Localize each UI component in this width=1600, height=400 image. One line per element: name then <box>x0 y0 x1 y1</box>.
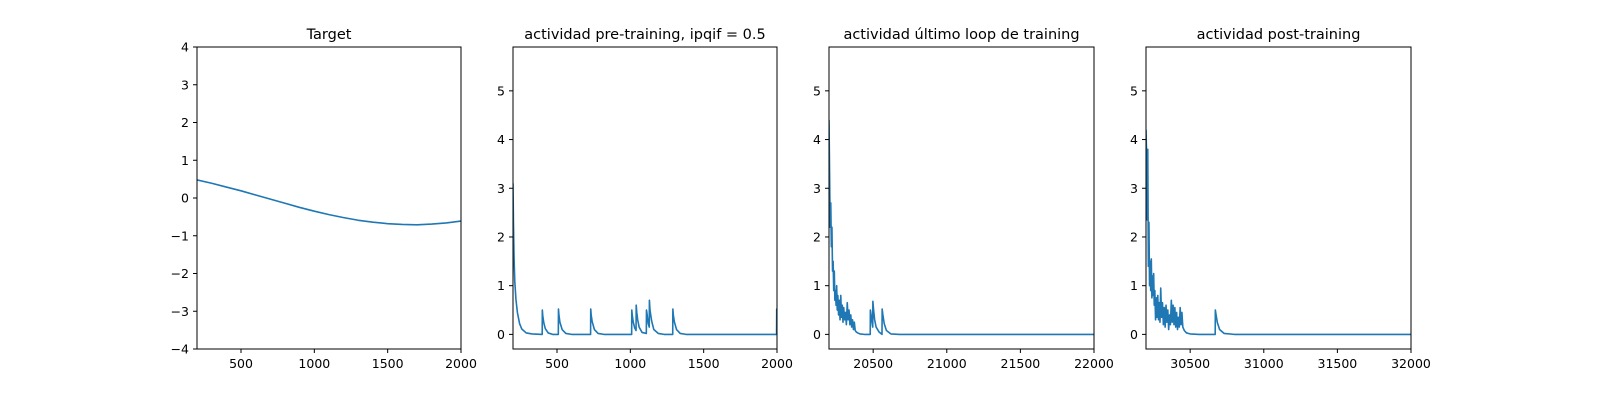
x-tick-label: 20500 <box>853 356 893 371</box>
subplot-target: 500 1000 1500 2000 −4 −3 −2 −1 0 1 2 3 4 Target <box>171 27 477 371</box>
y-tick-label: −2 <box>171 266 189 281</box>
y-tick-label: −4 <box>171 342 189 357</box>
y-tick-label: 3 <box>1130 181 1138 196</box>
y-tick-label: 5 <box>1130 83 1138 98</box>
y-tick-label: 0 <box>813 327 821 342</box>
y-tick-label: 5 <box>813 83 821 98</box>
y-tick-label: 1 <box>813 278 821 293</box>
x-tick-label: 31500 <box>1318 356 1358 371</box>
x-tick-label: 500 <box>229 356 253 371</box>
subplot-title: actividad último loop de training <box>843 27 1079 43</box>
y-tick-label: 0 <box>181 191 189 206</box>
y-tick-label: 4 <box>813 132 821 147</box>
y-tick-label: 1 <box>497 278 505 293</box>
y-tick-label: 3 <box>813 181 821 196</box>
x-tick-label: 22000 <box>1074 356 1114 371</box>
y-tick-label: −1 <box>171 228 189 243</box>
x-tick-label: 1000 <box>614 356 646 371</box>
subplot-post-training: 30500 31000 31500 32000 0 1 2 3 4 5 actividad post… <box>1130 27 1431 371</box>
y-tick-label: −3 <box>171 304 189 319</box>
subplot-title: Target <box>306 27 352 43</box>
y-tick-label: 2 <box>813 229 821 244</box>
plot-frame <box>1145 46 1412 350</box>
y-tick-label: 0 <box>497 327 505 342</box>
x-tick-label: 31000 <box>1244 356 1284 371</box>
x-tick-label: 1500 <box>372 356 404 371</box>
x-tick-label: 1000 <box>298 356 330 371</box>
series-line <box>513 183 777 336</box>
subplot-pre-training: 500 1000 1500 2000 0 1 2 3 4 5 actividad pre-train… <box>497 27 793 371</box>
y-tick-label: 1 <box>1130 278 1138 293</box>
x-tick-label: 30500 <box>1170 356 1210 371</box>
y-tick-label: 2 <box>181 115 189 130</box>
series-line <box>197 179 461 226</box>
x-tick-label: 2000 <box>445 356 477 371</box>
plot-frame <box>512 46 778 350</box>
x-tick-label: 21000 <box>927 356 967 371</box>
series-line <box>1146 129 1411 336</box>
y-tick-label: 2 <box>497 229 505 244</box>
y-tick-label: 3 <box>497 181 505 196</box>
y-tick-label: 0 <box>1130 327 1138 342</box>
y-tick-label: 4 <box>181 40 189 55</box>
subplot-title: actividad pre-training, ipqif = 0.5 <box>524 27 765 43</box>
y-tick-label: 3 <box>181 77 189 92</box>
x-tick-label: 32000 <box>1391 356 1431 371</box>
y-tick-label: 2 <box>1130 229 1138 244</box>
y-tick-label: 5 <box>497 83 505 98</box>
x-tick-label: 500 <box>545 356 569 371</box>
x-tick-label: 21500 <box>1001 356 1041 371</box>
series-line <box>829 120 1094 336</box>
subplot-last-training-loop: 20500 21000 21500 22000 0 1 2 3 4 5 actividad últi… <box>813 27 1114 371</box>
subplot-title: actividad post-training <box>1197 27 1361 43</box>
x-tick-label: 1500 <box>688 356 720 371</box>
plot-frame <box>828 46 1095 350</box>
y-tick-label: 1 <box>181 153 189 168</box>
y-tick-label: 4 <box>497 132 505 147</box>
plot-frame <box>196 46 462 350</box>
x-tick-label: 2000 <box>761 356 793 371</box>
y-tick-label: 4 <box>1130 132 1138 147</box>
